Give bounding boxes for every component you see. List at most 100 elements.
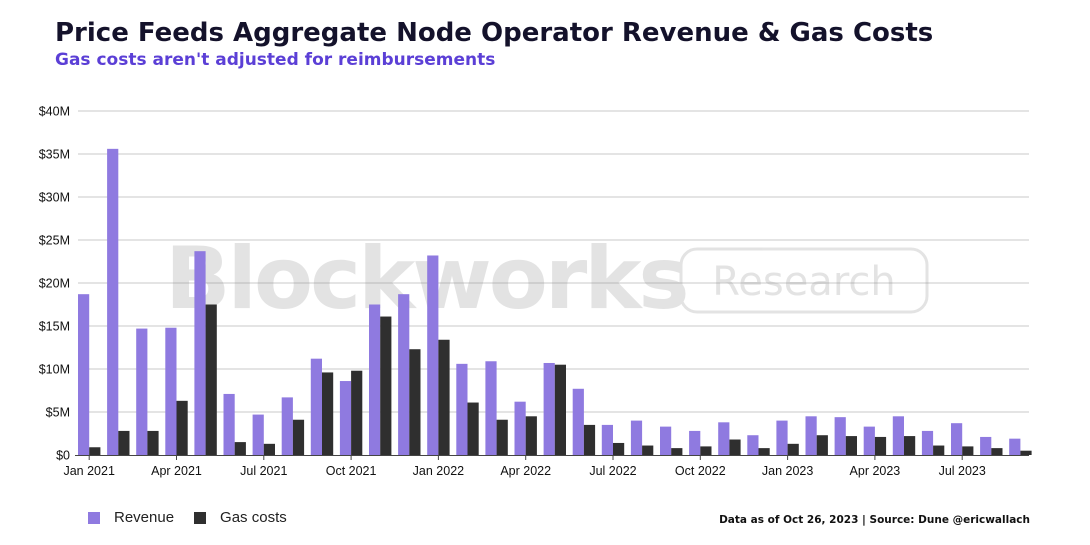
revenue-bar bbox=[921, 430, 934, 455]
gas-costs-bar bbox=[700, 446, 712, 455]
x-tick-label: Oct 2021 bbox=[326, 464, 377, 478]
legend-label-gas-costs: Gas costs bbox=[220, 509, 287, 526]
gas-costs-bar bbox=[176, 400, 188, 455]
gas-costs-bar bbox=[292, 419, 305, 455]
gas-costs-bar bbox=[438, 339, 450, 455]
revenue-bar bbox=[165, 327, 177, 455]
gas-costs-bar bbox=[583, 424, 596, 455]
gas-costs-bar bbox=[554, 364, 566, 455]
source-note: Data as of Oct 26, 2023 | Source: Dune @… bbox=[719, 514, 1030, 526]
y-tick-label: $5M bbox=[46, 406, 70, 420]
revenue-bar bbox=[776, 420, 788, 455]
gas-costs-bar bbox=[525, 416, 537, 455]
revenue-bar bbox=[136, 328, 148, 455]
gas-costs-bar bbox=[729, 439, 741, 455]
gas-costs-bar bbox=[409, 349, 421, 455]
gas-costs-bar bbox=[147, 430, 159, 455]
y-tick-label: $20M bbox=[39, 277, 70, 291]
x-tick-label: Apr 2022 bbox=[500, 464, 551, 478]
gas-costs-bar bbox=[496, 419, 508, 455]
revenue-bar bbox=[630, 420, 643, 455]
y-tick-label: $35M bbox=[39, 148, 70, 162]
revenue-bar bbox=[485, 361, 497, 455]
revenue-bar bbox=[369, 304, 381, 455]
gas-costs-bar bbox=[322, 372, 334, 455]
x-tick-label: Jan 2023 bbox=[762, 464, 813, 478]
legend-swatch-gas-costs bbox=[194, 511, 207, 524]
revenue-bar bbox=[456, 363, 468, 455]
x-tick-label: Jul 2021 bbox=[240, 464, 287, 478]
revenue-bar bbox=[427, 255, 439, 455]
gas-costs-bar bbox=[234, 442, 246, 455]
x-tick-label: Jan 2022 bbox=[413, 464, 464, 478]
watermark-brand-text: Blockworks bbox=[165, 229, 687, 329]
gas-costs-bar bbox=[380, 316, 392, 455]
revenue-bar bbox=[310, 358, 322, 455]
gas-costs-bar bbox=[904, 436, 916, 455]
revenue-bar bbox=[601, 424, 613, 455]
watermark-tag-text: Research bbox=[712, 259, 895, 305]
revenue-bar bbox=[980, 436, 992, 455]
revenue-bar bbox=[281, 397, 293, 455]
axes: $0 $5M $10M $15M $20M $25M $30M $35M $40M Jan 202… bbox=[39, 105, 1029, 478]
gas-costs-bar bbox=[991, 448, 1003, 455]
revenue-bar bbox=[1009, 438, 1021, 455]
gas-costs-bar bbox=[89, 447, 101, 455]
revenue-bar bbox=[543, 362, 555, 455]
revenue-bar bbox=[339, 381, 352, 455]
y-tick-label: $10M bbox=[39, 363, 70, 377]
revenue-bar bbox=[689, 430, 701, 455]
x-tick-label: Jul 2022 bbox=[589, 464, 636, 478]
revenue-bar bbox=[834, 417, 846, 455]
legend-label-revenue: Revenue bbox=[114, 509, 175, 526]
gas-costs-bar bbox=[118, 430, 130, 455]
legend: Revenue Gas costs bbox=[88, 509, 307, 526]
y-tick-label: $15M bbox=[39, 320, 70, 334]
legend-item-revenue: Revenue bbox=[88, 509, 174, 526]
gas-costs-bar bbox=[467, 402, 479, 455]
gas-costs-bar bbox=[874, 436, 887, 455]
gas-costs-bar bbox=[933, 445, 945, 455]
watermark-badge-outline bbox=[679, 247, 929, 314]
legend-item-gas-costs: Gas costs bbox=[194, 509, 287, 526]
chart-subtitle: Gas costs aren't adjusted for reimbursem… bbox=[55, 50, 496, 70]
blockworks-research-watermark: Blockworks Research bbox=[165, 229, 929, 329]
x-tick-label: Oct 2022 bbox=[675, 464, 726, 478]
gas-costs-bar bbox=[642, 445, 654, 455]
revenue-bar bbox=[107, 148, 119, 455]
revenue-bar bbox=[660, 426, 672, 455]
revenue-bar bbox=[514, 401, 526, 455]
gas-costs-bar bbox=[787, 443, 799, 455]
y-tick-label: $30M bbox=[39, 191, 70, 205]
revenue-bar bbox=[718, 422, 730, 455]
gas-costs-bar bbox=[205, 304, 217, 455]
chart-title: Price Feeds Aggregate Node Operator Reve… bbox=[55, 18, 934, 48]
bars bbox=[78, 148, 1032, 455]
x-tick-label: Jan 2021 bbox=[63, 464, 114, 478]
revenue-bar bbox=[223, 393, 235, 455]
x-tick-label: Apr 2023 bbox=[850, 464, 901, 478]
gas-costs-bar bbox=[613, 442, 625, 455]
revenue-bar bbox=[863, 426, 875, 455]
revenue-bar bbox=[78, 294, 90, 455]
revenue-bar bbox=[892, 416, 904, 455]
revenue-bar bbox=[747, 435, 759, 455]
gas-costs-bar bbox=[671, 448, 683, 455]
y-tick-label: $25M bbox=[39, 234, 70, 248]
legend-swatch-revenue bbox=[88, 511, 100, 524]
revenue-bar bbox=[572, 388, 584, 455]
gas-costs-bar bbox=[845, 436, 857, 455]
gas-costs-bar bbox=[1020, 450, 1032, 455]
y-tick-label: $0 bbox=[56, 449, 70, 463]
revenue-bar bbox=[398, 294, 410, 455]
gas-costs-bar bbox=[351, 370, 363, 455]
y-tick-label: $40M bbox=[39, 105, 70, 119]
revenue-bar bbox=[252, 414, 264, 455]
x-tick-label: Apr 2021 bbox=[151, 464, 202, 478]
revenue-bar bbox=[194, 251, 206, 455]
gas-costs-bar bbox=[962, 446, 974, 455]
revenue-bar bbox=[805, 416, 817, 455]
gas-costs-bar bbox=[263, 443, 275, 455]
revenue-bar bbox=[951, 423, 963, 455]
